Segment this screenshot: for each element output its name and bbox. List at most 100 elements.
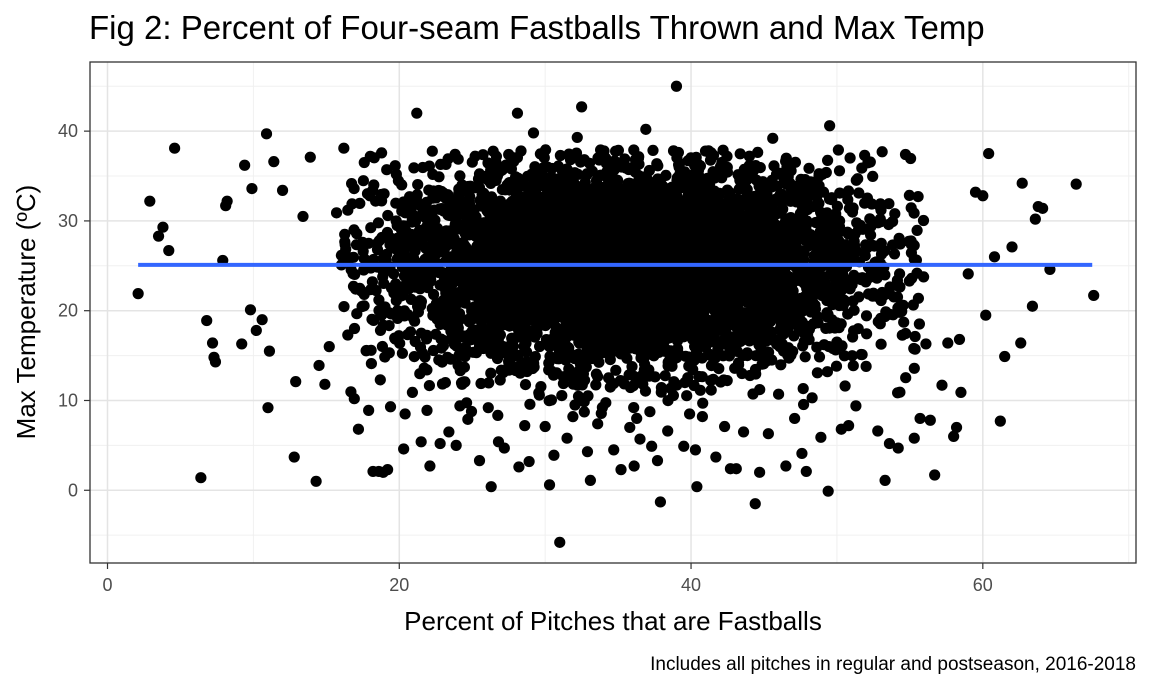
cloud-point: [655, 382, 668, 394]
cloud-point: [681, 390, 693, 402]
cloud-point: [388, 241, 400, 253]
cloud-point: [682, 189, 694, 201]
cloud-point: [908, 362, 920, 374]
cloud-point: [610, 145, 622, 157]
chart-title: Fig 2: Percent of Four-seam Fastballs Th…: [89, 9, 985, 46]
cloud-point: [844, 152, 856, 164]
cloud-point: [830, 360, 843, 372]
cloud-point: [741, 347, 753, 359]
cloud-point: [423, 160, 435, 172]
cloud-point: [348, 183, 360, 195]
cloud-point: [639, 358, 651, 370]
cloud-point: [705, 384, 717, 396]
cloud-point: [911, 224, 923, 236]
cloud-point: [389, 160, 401, 172]
cloud-point: [610, 364, 622, 376]
cloud-point: [736, 367, 748, 380]
cloud-point: [604, 354, 616, 366]
cloud-point: [426, 145, 438, 157]
cloud-point: [750, 368, 762, 380]
cloud-point: [683, 213, 695, 225]
cloud-point: [388, 268, 400, 280]
cloud-point: [421, 196, 433, 208]
cloud-point: [696, 411, 709, 423]
cloud-point: [358, 300, 370, 312]
cloud-point: [361, 188, 374, 200]
cloud-point: [867, 170, 879, 182]
cloud-point: [439, 273, 451, 285]
cloud-point: [357, 175, 369, 187]
cloud-point: [639, 385, 652, 397]
cloud-point: [766, 181, 778, 193]
cloud-point: [470, 347, 482, 359]
cloud-point: [853, 187, 865, 199]
cloud-point: [917, 214, 930, 227]
cloud-point: [528, 361, 540, 373]
cloud-point: [426, 230, 438, 242]
cloud-point: [436, 356, 448, 368]
cloud-point: [365, 358, 377, 370]
cloud-point: [687, 363, 699, 376]
cloud-point: [543, 395, 555, 407]
cloud-point: [709, 172, 721, 184]
cloud-point: [846, 350, 858, 362]
cloud-point: [716, 324, 728, 336]
cloud-point: [822, 154, 834, 166]
cloud-point: [836, 284, 848, 296]
cloud-point: [780, 155, 792, 167]
cloud-point: [842, 185, 855, 197]
cloud-point: [650, 188, 662, 200]
cloud-point: [774, 334, 786, 346]
dense-point-cloud: [335, 144, 930, 424]
cloud-point: [581, 169, 593, 181]
cloud-point: [376, 147, 388, 159]
cloud-point: [529, 351, 541, 363]
cloud-point: [393, 330, 405, 342]
cloud-point: [347, 280, 360, 292]
cloud-point: [861, 242, 873, 254]
cloud-point: [637, 368, 649, 380]
cloud-point: [853, 223, 865, 236]
cloud-point: [501, 229, 513, 242]
cloud-point: [485, 367, 497, 379]
cloud-point: [578, 154, 590, 166]
cloud-point: [682, 372, 694, 384]
cloud-point: [811, 367, 824, 379]
cloud-point: [408, 162, 420, 174]
cloud-point: [521, 346, 533, 358]
cloud-point: [909, 330, 921, 343]
cloud-point: [374, 324, 387, 336]
cloud-point: [856, 162, 868, 174]
cloud-point: [569, 399, 581, 411]
cloud-point: [345, 252, 357, 264]
cloud-point: [894, 386, 906, 398]
cloud-point: [643, 164, 656, 177]
cloud-point: [897, 299, 909, 311]
cloud-point: [860, 310, 873, 322]
cloud-point: [798, 190, 810, 202]
cloud-point: [605, 341, 618, 354]
cloud-point: [811, 341, 823, 353]
cloud-point: [705, 375, 717, 387]
cloud-point: [440, 287, 452, 299]
cloud-point: [833, 165, 846, 177]
cloud-point: [338, 301, 350, 313]
cloud-point: [435, 185, 448, 198]
cloud-point: [381, 164, 393, 176]
cloud-point: [651, 158, 663, 170]
cloud-point: [842, 228, 855, 240]
cloud-point: [498, 161, 510, 173]
cloud-point: [421, 333, 433, 345]
cloud-point: [396, 347, 408, 359]
cloud-point: [673, 159, 685, 171]
cloud-point: [412, 179, 424, 191]
cloud-point: [763, 346, 775, 358]
cloud-point: [688, 354, 700, 366]
cloud-point: [874, 213, 886, 225]
cloud-point: [898, 316, 910, 328]
cloud-point: [789, 275, 801, 287]
cloud-point: [826, 192, 838, 204]
cloud-point: [659, 370, 671, 382]
cloud-point: [439, 377, 451, 389]
cloud-point: [714, 161, 727, 173]
